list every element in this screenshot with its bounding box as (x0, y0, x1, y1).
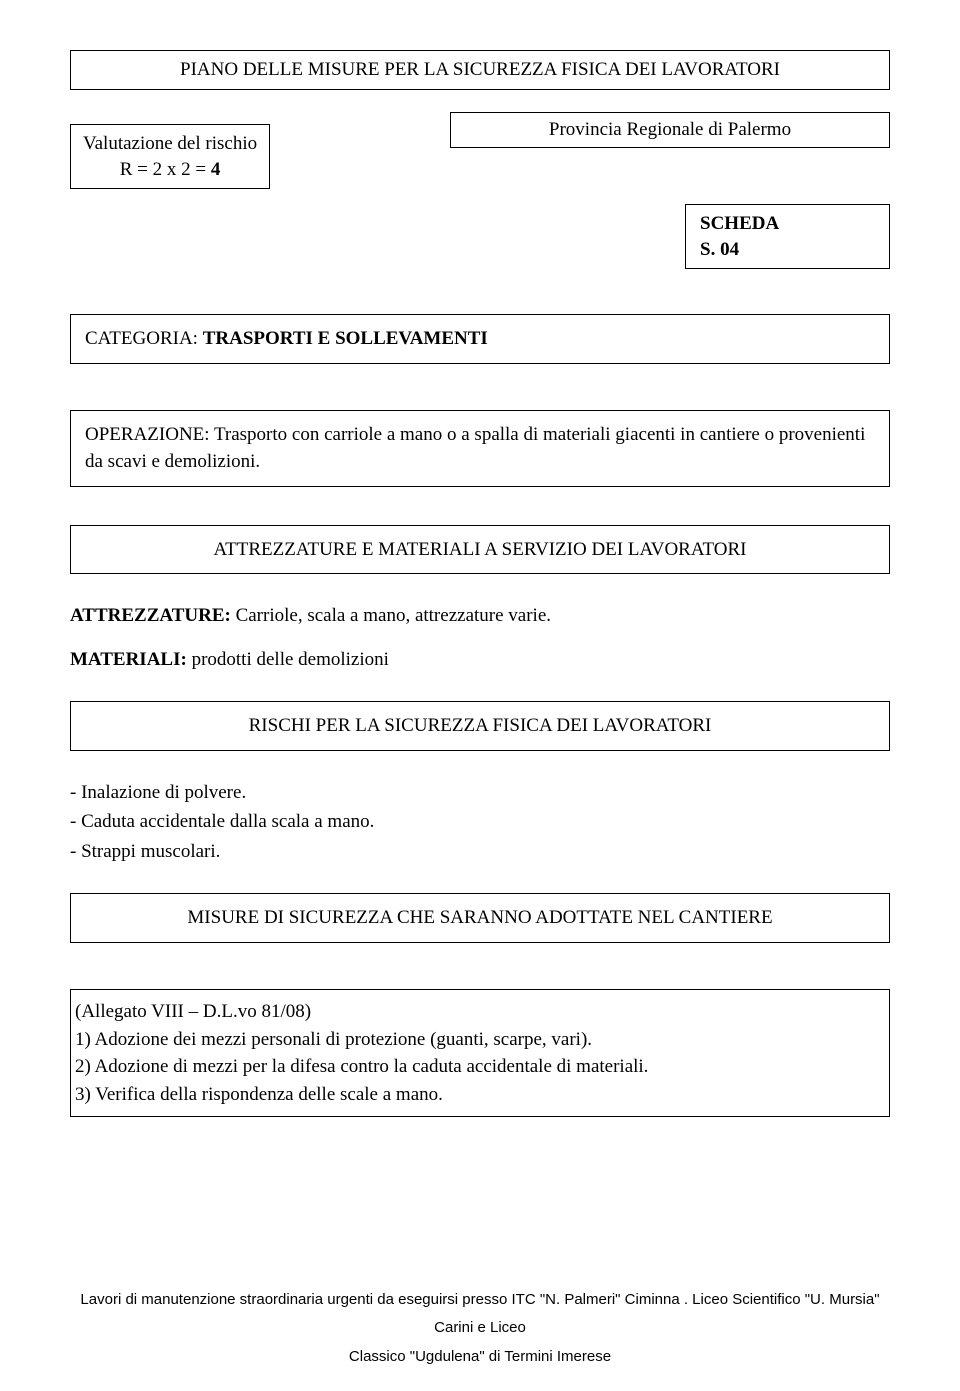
rischio-item: - Strappi muscolari. (70, 838, 890, 866)
footer: Lavori di manutenzione straordinaria urg… (70, 1286, 890, 1372)
page-title: PIANO DELLE MISURE PER LA SICUREZZA FISI… (180, 59, 780, 80)
misure-header-box: MISURE DI SICUREZZA CHE SARANNO ADOTTATE… (70, 893, 890, 943)
valuation-box: Valutazione del rischio R = 2 x 2 = 4 (70, 124, 270, 189)
attrezzature-materiali-block: ATTREZZATURE: Carriole, scala a mano, at… (70, 602, 890, 673)
attrezzature-value: Carriole, scala a mano, attrezzature var… (231, 605, 551, 626)
allegato-item: 2) Adozione di mezzi per la difesa contr… (75, 1053, 885, 1081)
rischi-list: - Inalazione di polvere. - Caduta accide… (70, 779, 890, 866)
categoria-value: TRASPORTI E SOLLEVAMENTI (203, 328, 488, 349)
header-row: Valutazione del rischio R = 2 x 2 = 4 Pr… (70, 112, 890, 182)
materiali-value: prodotti delle demolizioni (187, 649, 389, 670)
categoria-label: CATEGORIA: (85, 328, 203, 349)
attrezzature-label: ATTREZZATURE: (70, 605, 231, 626)
rischio-item: - Caduta accidentale dalla scala a mano. (70, 808, 890, 836)
scheda-box: SCHEDA S. 04 (685, 204, 890, 269)
footer-line1: Lavori di manutenzione straordinaria urg… (70, 1286, 890, 1343)
operazione-box: OPERAZIONE: Trasporto con carriole a man… (70, 410, 890, 487)
scheda-code: S. 04 (700, 239, 739, 260)
valuation-result: 4 (211, 159, 221, 180)
province-text: Provincia Regionale di Palermo (549, 119, 791, 140)
allegato-ref: (Allegato VIII – D.L.vo 81/08) (75, 998, 885, 1026)
operazione-text: OPERAZIONE: Trasporto con carriole a man… (85, 424, 865, 473)
attrezzature-header-box: ATTREZZATURE E MATERIALI A SERVIZIO DEI … (70, 525, 890, 575)
scheda-row: SCHEDA S. 04 (70, 204, 890, 286)
footer-line2: Classico "Ugdulena" di Termini Imerese (70, 1343, 890, 1372)
scheda-label: SCHEDA (700, 213, 779, 234)
province-box: Provincia Regionale di Palermo (450, 112, 890, 148)
valuation-label: Valutazione del rischio (83, 133, 257, 154)
title-box: PIANO DELLE MISURE PER LA SICUREZZA FISI… (70, 50, 890, 90)
attrezzature-header: ATTREZZATURE E MATERIALI A SERVIZIO DEI … (214, 539, 747, 560)
rischio-item: - Inalazione di polvere. (70, 779, 890, 807)
rischi-header-box: RISCHI PER LA SICUREZZA FISICA DEI LAVOR… (70, 701, 890, 751)
categoria-box: CATEGORIA: TRASPORTI E SOLLEVAMENTI (70, 314, 890, 364)
materiali-label: MATERIALI: (70, 649, 187, 670)
allegato-box: (Allegato VIII – D.L.vo 81/08) 1) Adozio… (70, 989, 890, 1117)
allegato-item: 1) Adozione dei mezzi personali di prote… (75, 1026, 885, 1054)
valuation-formula: R = 2 x 2 = (120, 159, 211, 180)
allegato-item: 3) Verifica della rispondenza delle scal… (75, 1081, 885, 1109)
misure-header: MISURE DI SICUREZZA CHE SARANNO ADOTTATE… (187, 907, 772, 928)
rischi-header: RISCHI PER LA SICUREZZA FISICA DEI LAVOR… (249, 715, 712, 736)
